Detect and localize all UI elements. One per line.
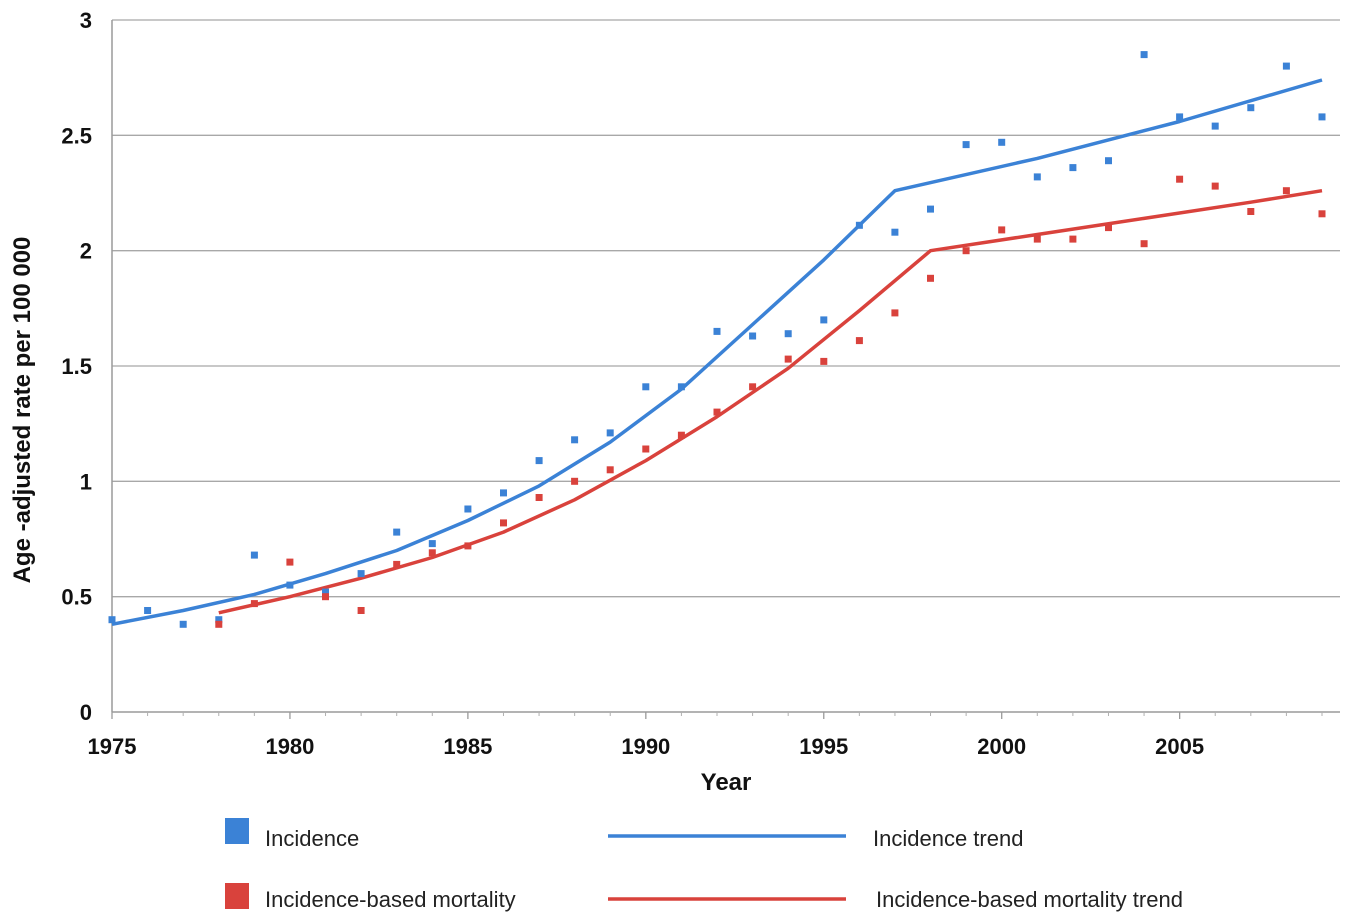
data-point-0 <box>108 616 116 624</box>
data-point-1 <box>962 247 970 255</box>
data-point-0 <box>927 205 934 213</box>
legend-label-incidence: Incidence <box>265 826 359 851</box>
data-point-1 <box>1318 210 1326 218</box>
data-point-1 <box>749 383 757 391</box>
data-point-1 <box>322 593 329 601</box>
data-point-0 <box>1140 51 1148 59</box>
legend-label-mortality-trend: Incidence-based mortality trend <box>876 887 1183 912</box>
trend-lines <box>111 78 1323 627</box>
data-point-0 <box>144 607 152 614</box>
data-point-0 <box>357 570 365 578</box>
data-point-0 <box>250 551 258 559</box>
data-point-1 <box>1247 208 1255 215</box>
legend: Incidence Incidence trend Incidence-base… <box>225 818 1183 912</box>
data-point-1 <box>820 357 828 365</box>
data-point-0 <box>215 616 223 624</box>
data-point-1 <box>1105 224 1112 232</box>
tick-layer: 0 0.5 1 1.5 2 2.5 3 1975 1980 1985 1990 1995 2000 200… <box>61 8 1323 759</box>
trend-line-3 <box>218 188 1323 615</box>
data-point-1 <box>1176 175 1184 183</box>
data-point-0 <box>998 138 1006 146</box>
data-point-0 <box>1282 62 1290 70</box>
grid-layer <box>112 19 1340 598</box>
data-point-1 <box>1140 240 1148 248</box>
x-tick-label: 1980 <box>265 734 314 759</box>
data-point-1 <box>1069 235 1077 243</box>
data-point-0 <box>962 141 970 149</box>
x-tick-label: 2000 <box>977 734 1026 759</box>
data-point-0 <box>749 332 757 340</box>
data-point-1 <box>642 445 650 453</box>
data-point-1 <box>677 431 685 439</box>
data-point-0 <box>535 457 543 465</box>
data-point-0 <box>286 581 294 589</box>
data-point-0 <box>428 540 436 548</box>
data-point-0 <box>677 383 685 391</box>
data-point-1 <box>215 620 223 628</box>
legend-label-incidence-trend: Incidence trend <box>873 826 1023 851</box>
data-point-1 <box>606 466 614 474</box>
y-tick-label: 0.5 <box>61 585 92 610</box>
data-point-1 <box>250 600 258 608</box>
data-point-0 <box>784 330 792 338</box>
legend-swatch-mortality <box>225 883 249 909</box>
data-point-0 <box>393 528 401 536</box>
y-tick-label: 0 <box>80 700 92 725</box>
data-point-1 <box>357 607 365 614</box>
data-point-1 <box>286 558 294 566</box>
y-tick-label: 2.5 <box>61 123 92 148</box>
data-point-1 <box>713 408 721 416</box>
data-point-0 <box>1318 113 1326 121</box>
y-tick-label: 1.5 <box>61 354 92 379</box>
data-point-1 <box>855 337 863 345</box>
data-point-1 <box>393 560 401 568</box>
data-point-1 <box>571 477 579 485</box>
data-point-1 <box>927 274 934 282</box>
trend-line-2 <box>111 78 1323 627</box>
data-point-1 <box>535 494 543 501</box>
data-point-0 <box>855 221 863 229</box>
data-point-1 <box>784 355 792 363</box>
y-axis-title: Age -adjusted rate per 100 000 <box>9 237 36 584</box>
y-tick-label: 3 <box>80 8 92 33</box>
x-tick-label: 1975 <box>88 734 137 759</box>
data-point-0 <box>500 489 507 497</box>
data-point-0 <box>606 429 614 437</box>
data-point-0 <box>713 327 721 335</box>
data-point-1 <box>1211 182 1219 190</box>
data-point-0 <box>1247 104 1255 112</box>
data-point-1 <box>464 542 472 550</box>
data-point-0 <box>179 620 187 628</box>
y-tick-label: 1 <box>80 469 92 494</box>
data-point-1 <box>1282 187 1290 195</box>
data-point-0 <box>1105 157 1112 165</box>
legend-label-mortality: Incidence-based mortality <box>265 887 516 912</box>
data-point-0 <box>642 383 650 391</box>
data-points <box>108 51 1326 628</box>
data-point-0 <box>1176 113 1184 121</box>
x-tick-label: 1990 <box>621 734 670 759</box>
data-point-1 <box>1033 235 1041 243</box>
data-point-0 <box>464 505 472 513</box>
x-tick-label: 2005 <box>1155 734 1204 759</box>
data-point-1 <box>998 226 1006 234</box>
data-point-1 <box>891 309 899 317</box>
data-point-1 <box>500 519 507 527</box>
data-point-0 <box>891 228 899 236</box>
data-point-0 <box>1211 122 1219 130</box>
data-point-1 <box>428 549 436 557</box>
x-tick-label: 1995 <box>799 734 848 759</box>
data-point-0 <box>1033 173 1041 181</box>
data-point-0 <box>571 436 579 444</box>
x-tick-label: 1985 <box>443 734 492 759</box>
y-tick-label: 2 <box>80 239 92 264</box>
data-point-0 <box>1069 164 1077 172</box>
x-axis-title: Year <box>701 769 752 796</box>
data-point-0 <box>322 588 329 596</box>
legend-swatch-incidence <box>225 818 249 844</box>
data-point-0 <box>820 316 828 324</box>
axes-layer <box>111 20 1340 713</box>
